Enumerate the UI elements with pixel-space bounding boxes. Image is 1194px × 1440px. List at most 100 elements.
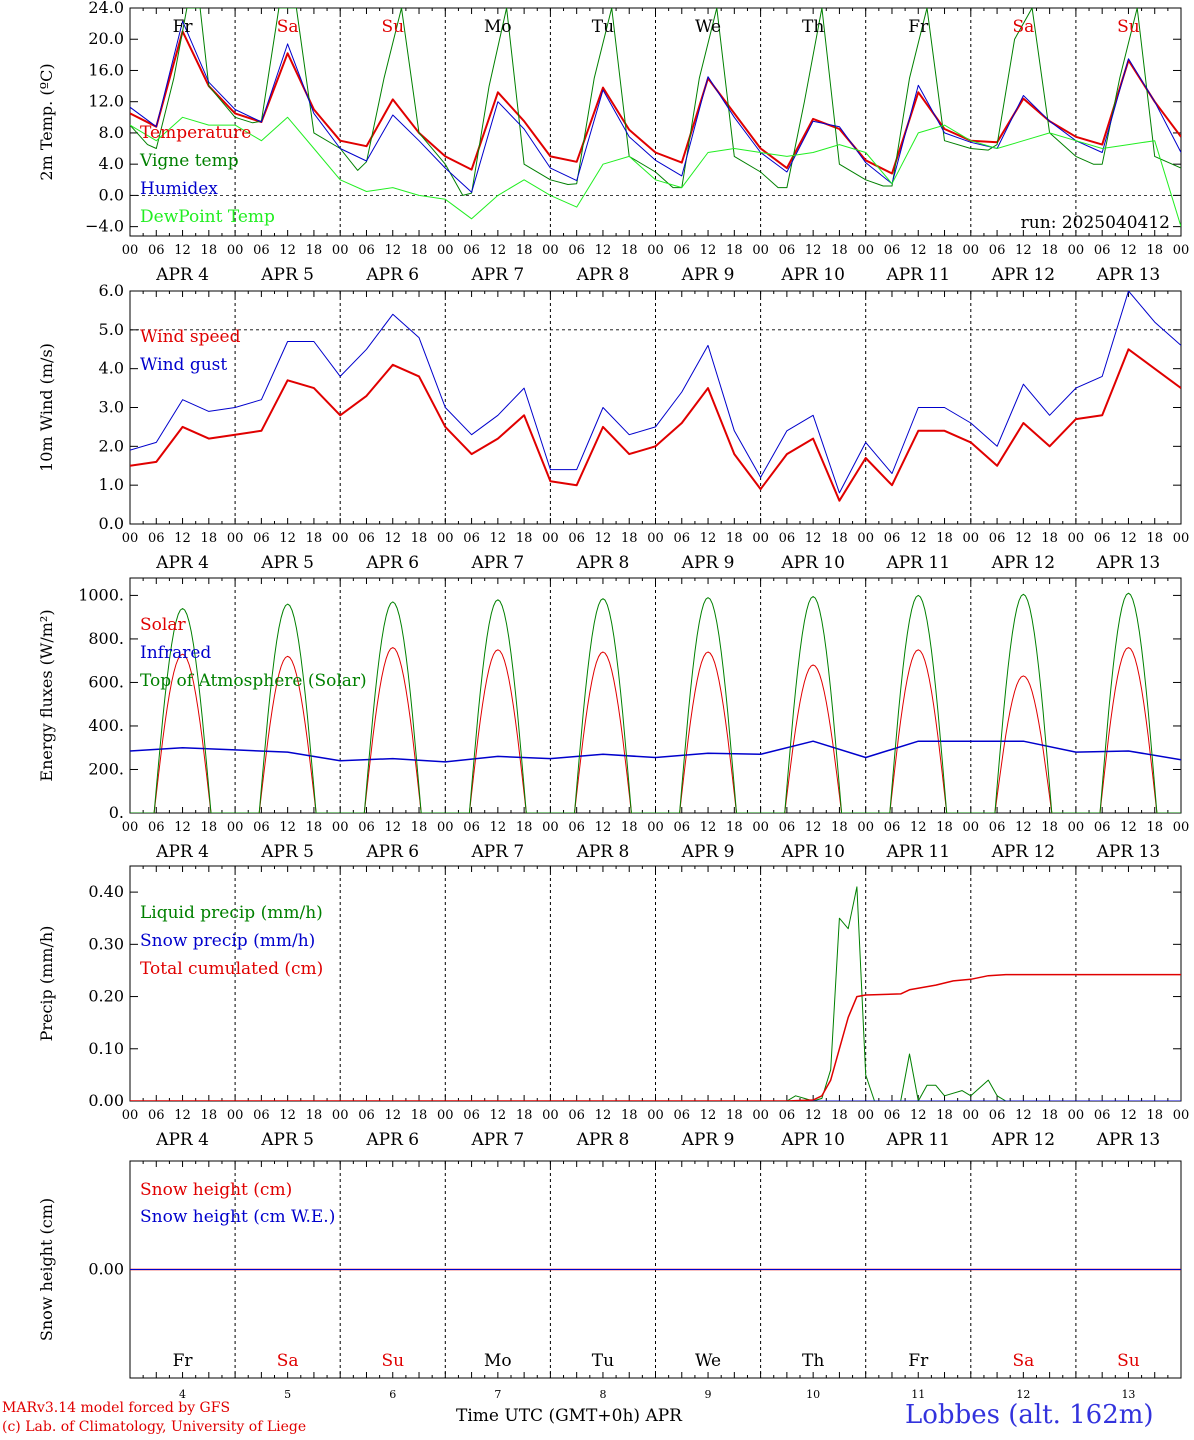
y-tick-label: 0.00 xyxy=(88,1091,124,1110)
hour-tick-label: 06 xyxy=(1094,820,1111,835)
hour-tick-label: 06 xyxy=(148,531,165,546)
hour-tick-label: 18 xyxy=(516,1108,533,1123)
y-tick-label: 600. xyxy=(88,672,124,691)
y-tick-label: 3.0 xyxy=(99,398,124,417)
day-number-label: 10 xyxy=(806,1388,820,1401)
hour-tick-label: 06 xyxy=(568,820,585,835)
hour-tick-label: 12 xyxy=(700,531,717,546)
day-label: APR 4 xyxy=(155,265,209,285)
hour-tick-label: 18 xyxy=(201,1108,218,1123)
hour-tick-label: 12 xyxy=(910,1108,927,1123)
hour-tick-label: 00 xyxy=(963,243,980,258)
day-label: APR 6 xyxy=(365,265,419,285)
hour-tick-label: 06 xyxy=(674,531,691,546)
day-label: APR 8 xyxy=(576,1130,630,1150)
day-label: APR 9 xyxy=(681,265,735,285)
hour-tick-label: 00 xyxy=(227,820,244,835)
y-tick-label: 6.0 xyxy=(99,281,124,300)
hour-tick-label: 06 xyxy=(674,243,691,258)
weekday-label-bottom: Sa xyxy=(1012,1351,1034,1371)
hour-tick-label: 12 xyxy=(910,243,927,258)
weekday-label: Su xyxy=(381,17,404,37)
day-label: APR 12 xyxy=(991,553,1056,573)
y-tick-label: 0.20 xyxy=(88,987,124,1006)
hour-tick-label: 00 xyxy=(752,820,769,835)
hour-tick-label: 18 xyxy=(411,1108,428,1123)
hour-tick-label: 18 xyxy=(1146,820,1163,835)
hour-tick-label: 00 xyxy=(122,820,139,835)
hour-tick-label: 06 xyxy=(1094,243,1111,258)
y-tick-label: 24.0 xyxy=(88,0,124,17)
hour-tick-label: 18 xyxy=(201,243,218,258)
panel-4: 0.40 0.30 0.20 0.10 0.00 Precip (mm/h) Liquid … xyxy=(37,865,1189,1150)
hour-tick-label: 12 xyxy=(595,820,612,835)
y-tick-label: 5.0 xyxy=(99,320,124,339)
legend-entry: Top of Atmosphere (Solar) xyxy=(140,671,367,691)
hour-tick-label: 06 xyxy=(463,531,480,546)
y-tick-label: 400. xyxy=(88,716,124,735)
hour-tick-label: 18 xyxy=(1146,243,1163,258)
hour-tick-label: 00 xyxy=(857,1108,874,1123)
day-label: APR 6 xyxy=(365,842,419,862)
hour-tick-label: 00 xyxy=(1068,531,1085,546)
day-label: APR 12 xyxy=(991,265,1056,285)
hour-tick-label: 06 xyxy=(989,820,1006,835)
weekday-label-bottom: Fr xyxy=(173,1351,194,1371)
day-label: APR 12 xyxy=(991,1130,1056,1150)
hour-tick-label: 06 xyxy=(253,1108,270,1123)
hour-tick-label: 00 xyxy=(752,243,769,258)
hour-tick-label: 00 xyxy=(1173,243,1190,258)
hour-tick-label: 06 xyxy=(568,243,585,258)
weekday-label: Su xyxy=(1117,17,1140,37)
hour-tick-label: 12 xyxy=(910,531,927,546)
day-label: APR 10 xyxy=(780,265,845,285)
hour-tick-label: 12 xyxy=(279,531,296,546)
hour-tick-label: 18 xyxy=(936,1108,953,1123)
hour-tick-label: 00 xyxy=(1068,243,1085,258)
y-tick-label: 16.0 xyxy=(88,60,124,79)
legend-entry: Wind gust xyxy=(140,355,227,375)
hour-tick-label: 06 xyxy=(779,820,796,835)
y-tick-label: 8.0 xyxy=(99,123,124,142)
weekday-label-bottom: Fr xyxy=(908,1351,929,1371)
hour-tick-label: 00 xyxy=(122,243,139,258)
y-tick-label: 0.30 xyxy=(88,934,124,953)
hour-tick-label: 18 xyxy=(1041,243,1058,258)
hour-tick-label: 12 xyxy=(1015,820,1032,835)
series-group xyxy=(130,8,1181,227)
legend-entry: Temperature xyxy=(140,123,251,143)
hour-tick-label: 18 xyxy=(1146,531,1163,546)
weekday-label: Fr xyxy=(173,17,194,37)
legend-entry: Solar xyxy=(140,615,186,635)
day-label: APR 11 xyxy=(885,265,950,285)
hour-tick-label: 18 xyxy=(306,531,323,546)
legend-entry: Infrared xyxy=(140,643,211,663)
hour-tick-label: 18 xyxy=(201,531,218,546)
hour-tick-label: 06 xyxy=(463,1108,480,1123)
hour-tick-label: 00 xyxy=(437,820,454,835)
day-label: APR 8 xyxy=(576,553,630,573)
day-label: APR 10 xyxy=(780,1130,845,1150)
hour-tick-label: 06 xyxy=(358,820,375,835)
hour-tick-label: 00 xyxy=(437,1108,454,1123)
hour-tick-label: 12 xyxy=(700,1108,717,1123)
hour-tick-label: 12 xyxy=(384,531,401,546)
day-label: APR 7 xyxy=(470,553,524,573)
legend-entry: Humidex xyxy=(140,179,218,199)
hour-tick-label: 12 xyxy=(700,243,717,258)
hour-tick-label: 06 xyxy=(1094,531,1111,546)
day-number-label: 6 xyxy=(389,1388,396,1401)
day-label: APR 5 xyxy=(260,842,314,862)
hour-tick-label: 06 xyxy=(779,531,796,546)
x-axis-label-text: Time UTC (GMT+0h) xyxy=(456,1406,641,1426)
hour-tick-label: 12 xyxy=(384,1108,401,1123)
hour-tick-label: 12 xyxy=(700,820,717,835)
hour-tick-label: 18 xyxy=(831,243,848,258)
hour-tick-label: 06 xyxy=(779,243,796,258)
weekday-label-bottom: Mo xyxy=(484,1351,512,1371)
hour-tick-label: 06 xyxy=(989,531,1006,546)
hour-tick-label: 12 xyxy=(384,243,401,258)
hour-tick-label: 12 xyxy=(279,820,296,835)
legend-entry: Snow precip (mm/h) xyxy=(140,931,315,951)
